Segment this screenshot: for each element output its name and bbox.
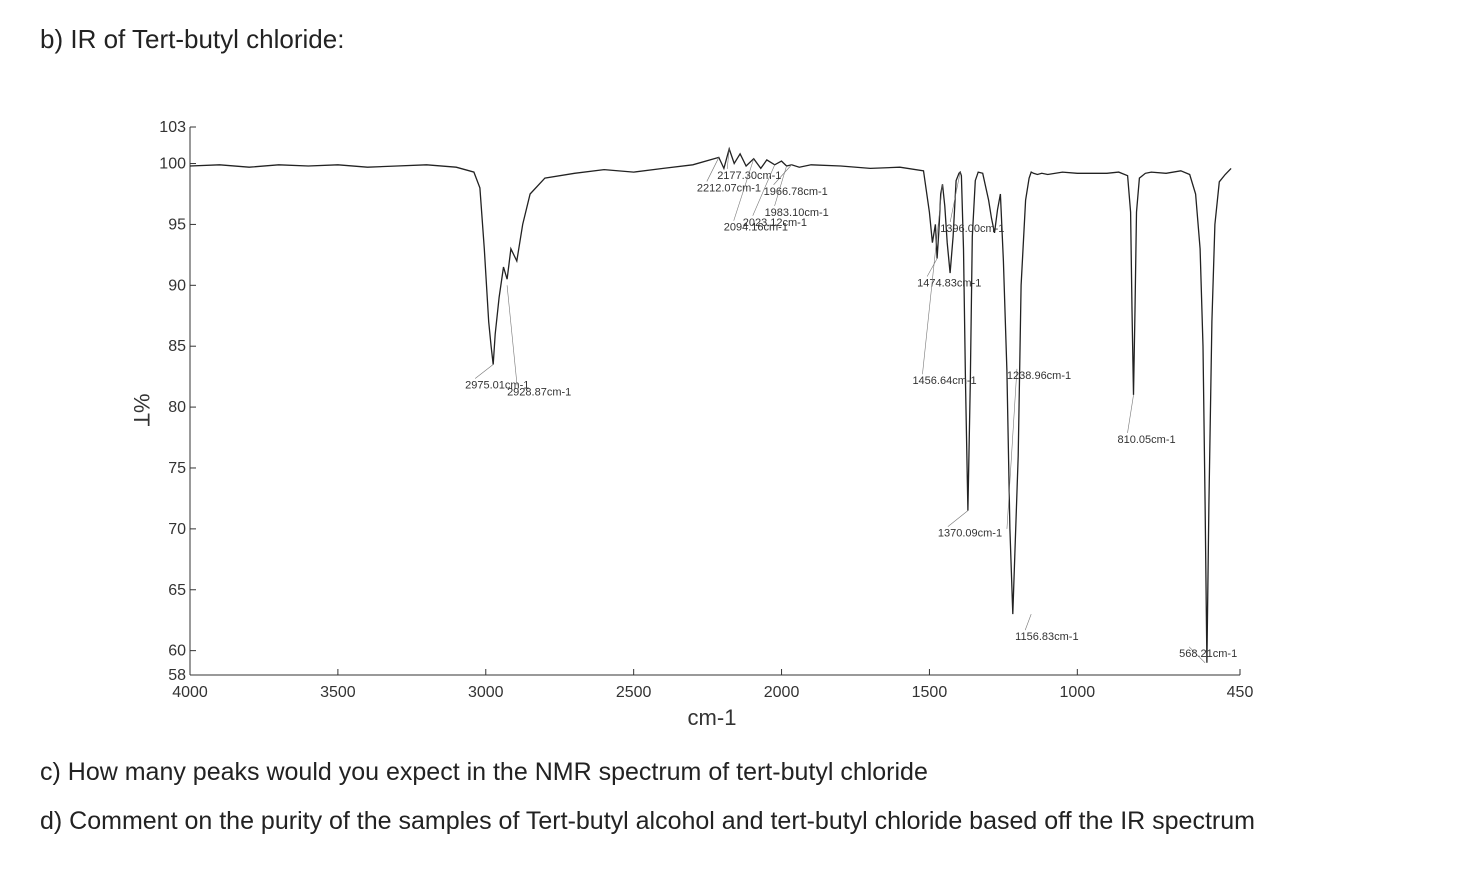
y-tick-label: 65 xyxy=(168,582,186,599)
chart-axes xyxy=(189,127,1240,676)
peak-leader-line xyxy=(949,171,961,223)
peak-leader-line xyxy=(506,285,518,386)
x-tick-label: 3000 xyxy=(468,684,504,701)
y-tick-label: 100 xyxy=(159,156,186,173)
peak-label: 1370.09cm-1 xyxy=(938,528,1002,540)
peak-label: 568.21cm-1 xyxy=(1179,648,1237,660)
peak-leader-line xyxy=(1006,368,1018,529)
peak-leader-line xyxy=(706,157,720,182)
question-d: d) Comment on the purity of the samples … xyxy=(40,807,1255,835)
x-tick-label: 3500 xyxy=(320,684,356,701)
peak-label: 1983.10cm-1 xyxy=(765,207,829,219)
peak-leader-line xyxy=(752,164,776,216)
peak-leader-line xyxy=(773,164,792,185)
peak-label: 1238.96cm-1 xyxy=(1007,370,1071,382)
peak-label: 1474.83cm-1 xyxy=(917,278,981,290)
section-heading: b) IR of Tert-butyl chloride: xyxy=(40,24,345,54)
peak-label: 2975.01cm-1 xyxy=(465,379,529,391)
peak-leader-line xyxy=(1024,614,1032,631)
peak-label: 1396.00cm-1 xyxy=(940,223,1004,235)
y-tick-label: 70 xyxy=(168,521,186,538)
peak-leader-line xyxy=(947,510,969,527)
x-tick-label: 2000 xyxy=(764,684,800,701)
peak-leader-line xyxy=(774,165,787,207)
y-tick-label: 80 xyxy=(168,399,186,416)
y-tick-label: 90 xyxy=(168,277,186,294)
peak-label: 1156.83cm-1 xyxy=(1015,631,1078,643)
peak-label: 810.05cm-1 xyxy=(1118,434,1176,446)
peak-label: 2928.87cm-1 xyxy=(507,386,571,398)
peak-label: 2212.07cm-1 xyxy=(697,182,761,194)
peak-leader-line xyxy=(1188,646,1206,664)
peak-leader-line xyxy=(1127,394,1134,433)
y-tick-label: 85 xyxy=(168,338,186,355)
peak-label: 1456.64cm-1 xyxy=(912,375,976,387)
x-axis-label: cm-1 xyxy=(688,705,737,730)
x-tick-label: 4000 xyxy=(172,684,208,701)
peak-leader-line xyxy=(733,158,755,221)
y-tick-label: 103 xyxy=(159,119,186,136)
peak-label: 2094.16cm-1 xyxy=(724,222,788,234)
question-c: c) How many peaks would you expect in th… xyxy=(40,758,928,786)
peak-leader-line xyxy=(922,184,943,375)
x-tick-label: 1500 xyxy=(912,684,948,701)
peak-leader-line xyxy=(926,258,938,277)
peak-label: 2177.30cm-1 xyxy=(717,170,781,182)
ir-spectrum-figure: 103 100 95 90 85 80 75 70 65 60 58 4000 3500 3000 2500… xyxy=(100,110,1370,730)
peak-leader-line xyxy=(726,148,730,169)
y-axis-label: %T xyxy=(129,394,154,427)
y-tick-label: 58 xyxy=(168,667,186,684)
peak-label: 1966.78cm-1 xyxy=(764,186,828,198)
y-tick-label: 95 xyxy=(168,216,186,233)
spectrum-line xyxy=(189,146,1232,663)
x-tick-label: 1000 xyxy=(1060,684,1096,701)
x-tick-label: 2500 xyxy=(616,684,652,701)
y-tick-label: 60 xyxy=(168,643,186,660)
x-tick-label: 450 xyxy=(1227,684,1254,701)
peak-label: 2023.12cm-1 xyxy=(743,217,807,229)
peak-leader-line xyxy=(474,364,494,379)
y-tick-label: 75 xyxy=(168,460,186,477)
